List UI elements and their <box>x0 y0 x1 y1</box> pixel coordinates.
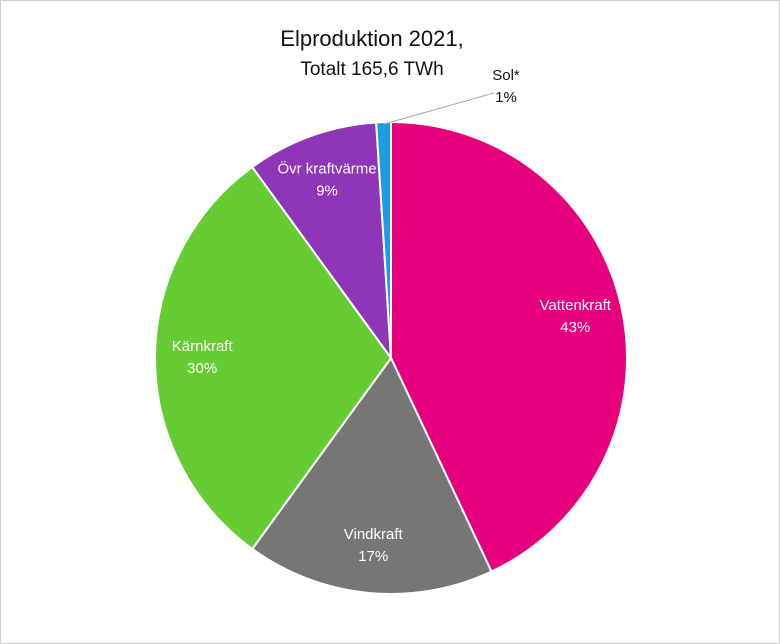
pie-slice <box>250 356 493 595</box>
slice-label: Vindkraft <box>344 526 404 543</box>
pie-slice <box>250 121 393 362</box>
slice-label: Kärnkraft <box>172 338 234 355</box>
slice-value-label: 43% <box>560 319 590 336</box>
slice-value-label: 17% <box>358 548 388 565</box>
pie-slice <box>390 120 628 573</box>
chart-title: Elproduktion 2021, <box>280 26 463 51</box>
slice-label: Övr kraftvärme <box>277 159 376 177</box>
slice-value-label: 1% <box>495 89 517 106</box>
chart-subtitle: Totalt 165,6 TWh <box>300 59 443 80</box>
slice-label: Sol* <box>492 67 520 84</box>
slice-value-label: 9% <box>316 182 338 199</box>
leader-line <box>383 92 495 125</box>
slice-label: Vattenkraft <box>540 297 612 314</box>
slice-value-label: 30% <box>187 360 217 377</box>
pie-slice <box>154 165 393 551</box>
